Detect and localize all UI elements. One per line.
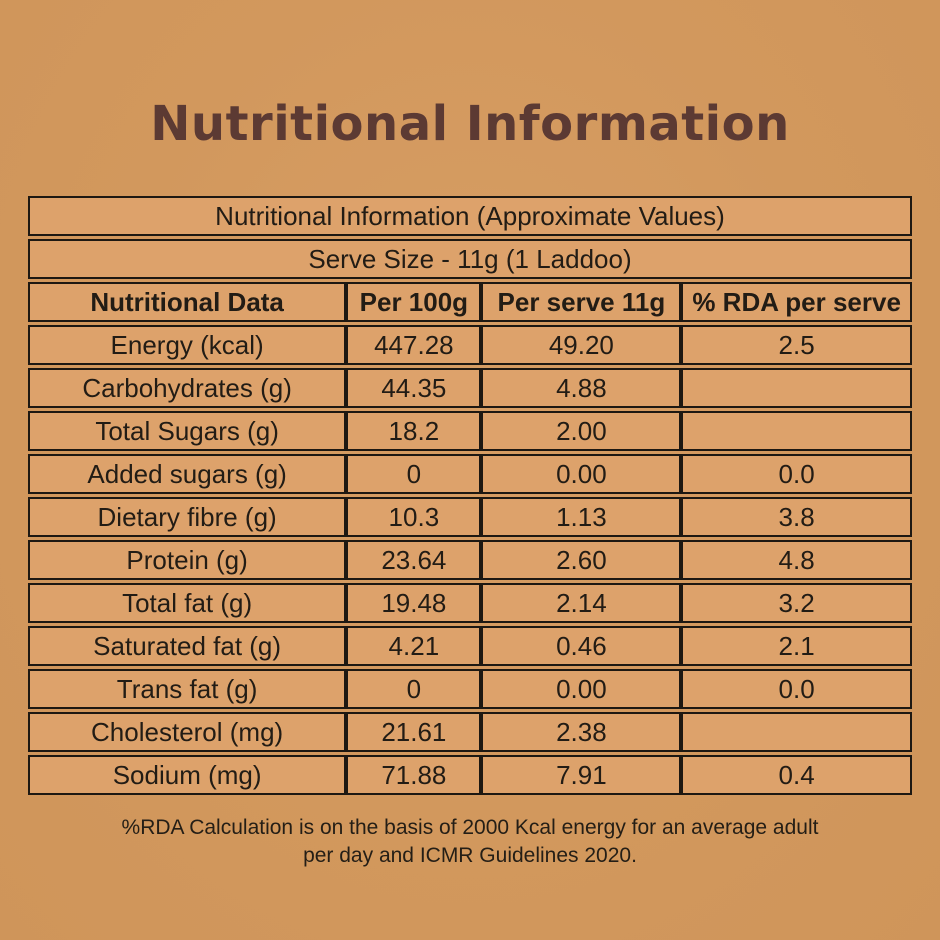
- row-label-cell: Dietary fibre (g): [28, 497, 347, 537]
- rda-cell: 2.5: [681, 325, 912, 365]
- row-label-cell: Cholesterol (mg): [28, 712, 347, 752]
- row-label-cell: Sodium (mg): [28, 755, 347, 795]
- rda-cell: 0.4: [681, 755, 912, 795]
- nutrition-table: Nutritional Information (Approximate Val…: [28, 193, 912, 798]
- rda-footnote: %RDA Calculation is on the basis of 2000…: [0, 814, 940, 869]
- per-100g-cell: 19.48: [346, 583, 482, 623]
- column-header-rda: % RDA per serve: [681, 282, 912, 322]
- table-row-total-sugars: Total Sugars (g) 18.2 2.00: [28, 411, 912, 451]
- table-row-total-fat: Total fat (g) 19.48 2.14 3.2: [28, 583, 912, 623]
- per-serve-cell: 2.00: [481, 411, 682, 451]
- row-label-cell: Protein (g): [28, 540, 347, 580]
- table-row-dietary-fibre: Dietary fibre (g) 10.3 1.13 3.8: [28, 497, 912, 537]
- page-title: Nutritional Information: [150, 96, 790, 152]
- column-header-row: Nutritional Data Per 100g Per serve 11g …: [28, 282, 912, 322]
- per-serve-cell: 0.00: [481, 454, 682, 494]
- rda-footnote-line1: %RDA Calculation is on the basis of 2000…: [121, 816, 819, 839]
- serve-size-row: Serve Size - 11g (1 Laddoo): [28, 239, 912, 279]
- per-100g-cell: 0: [346, 454, 482, 494]
- per-100g-cell: 447.28: [346, 325, 482, 365]
- per-100g-cell: 4.21: [346, 626, 482, 666]
- rda-cell: [681, 712, 912, 752]
- column-header-label: Nutritional Data: [28, 282, 347, 322]
- row-label-cell: Carbohydrates (g): [28, 368, 347, 408]
- per-serve-cell: 7.91: [481, 755, 682, 795]
- row-label-cell: Total Sugars (g): [28, 411, 347, 451]
- per-100g-cell: 0: [346, 669, 482, 709]
- column-header-per-serve: Per serve 11g: [481, 282, 682, 322]
- per-serve-cell: 0.46: [481, 626, 682, 666]
- table-row-saturated-fat: Saturated fat (g) 4.21 0.46 2.1: [28, 626, 912, 666]
- rda-cell: 3.2: [681, 583, 912, 623]
- per-serve-cell: 49.20: [481, 325, 682, 365]
- column-header-per-100g: Per 100g: [346, 282, 482, 322]
- per-100g-cell: 71.88: [346, 755, 482, 795]
- per-100g-cell: 18.2: [346, 411, 482, 451]
- per-100g-cell: 44.35: [346, 368, 482, 408]
- per-serve-cell: 2.60: [481, 540, 682, 580]
- table-caption-row: Nutritional Information (Approximate Val…: [28, 196, 912, 236]
- rda-cell: 0.0: [681, 669, 912, 709]
- row-label-cell: Total fat (g): [28, 583, 347, 623]
- rda-cell: [681, 368, 912, 408]
- table-caption: Nutritional Information (Approximate Val…: [28, 196, 912, 236]
- rda-cell: [681, 411, 912, 451]
- per-serve-cell: 0.00: [481, 669, 682, 709]
- serve-size-text: Serve Size - 11g (1 Laddoo): [28, 239, 912, 279]
- rda-footnote-line2: per day and ICMR Guidelines 2020.: [303, 843, 637, 867]
- table-row-sodium: Sodium (mg) 71.88 7.91 0.4: [28, 755, 912, 795]
- per-100g-cell: 23.64: [346, 540, 482, 580]
- table-row-added-sugars: Added sugars (g) 0 0.00 0.0: [28, 454, 912, 494]
- row-label-cell: Energy (kcal): [28, 325, 347, 365]
- per-serve-cell: 1.13: [481, 497, 682, 537]
- per-serve-cell: 2.14: [481, 583, 682, 623]
- table-row-cholesterol: Cholesterol (mg) 21.61 2.38: [28, 712, 912, 752]
- row-label-cell: Trans fat (g): [28, 669, 347, 709]
- row-label-cell: Added sugars (g): [28, 454, 347, 494]
- table-row-carbohydrates: Carbohydrates (g) 44.35 4.88: [28, 368, 912, 408]
- rda-cell: 0.0: [681, 454, 912, 494]
- table-row-trans-fat: Trans fat (g) 0 0.00 0.0: [28, 669, 912, 709]
- per-100g-cell: 21.61: [346, 712, 482, 752]
- per-serve-cell: 4.88: [481, 368, 682, 408]
- per-100g-cell: 10.3: [346, 497, 482, 537]
- table-row-protein: Protein (g) 23.64 2.60 4.8: [28, 540, 912, 580]
- rda-cell: 2.1: [681, 626, 912, 666]
- table-row-energy: Energy (kcal) 447.28 49.20 2.5: [28, 325, 912, 365]
- rda-cell: 4.8: [681, 540, 912, 580]
- rda-cell: 3.8: [681, 497, 912, 537]
- row-label-cell: Saturated fat (g): [28, 626, 347, 666]
- per-serve-cell: 2.38: [481, 712, 682, 752]
